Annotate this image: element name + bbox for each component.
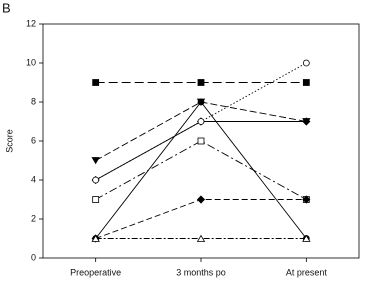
y-tick-label: 8 [31,96,36,106]
marker [302,117,311,126]
series-line [95,121,307,181]
marker [302,195,311,204]
panel-label: B [2,0,11,15]
y-tick-label: 4 [31,174,36,184]
x-tick-label: 3 months po [176,267,226,277]
series-line [95,140,307,200]
series-line [95,101,307,161]
x-tick-label: Preoperative [70,267,121,277]
marker [302,59,310,67]
marker [197,137,205,145]
marker [197,118,205,125]
marker [92,79,100,86]
y-tick-label: 12 [26,18,36,28]
y-tick-label: 10 [26,57,36,67]
marker [92,176,100,184]
y-tick-label: 0 [31,252,36,262]
marker [196,234,206,242]
series-line [95,199,307,239]
marker [91,157,100,165]
marker [196,195,206,204]
y-axis-label: Score [4,129,14,153]
marker [91,234,100,242]
marker [92,196,100,203]
marker [197,98,205,106]
y-tick-label: 2 [31,213,36,223]
marker [302,79,310,86]
x-tick-label: At present [286,267,328,277]
marker [197,79,205,86]
y-tick-label: 6 [31,135,36,145]
marker [302,234,311,242]
